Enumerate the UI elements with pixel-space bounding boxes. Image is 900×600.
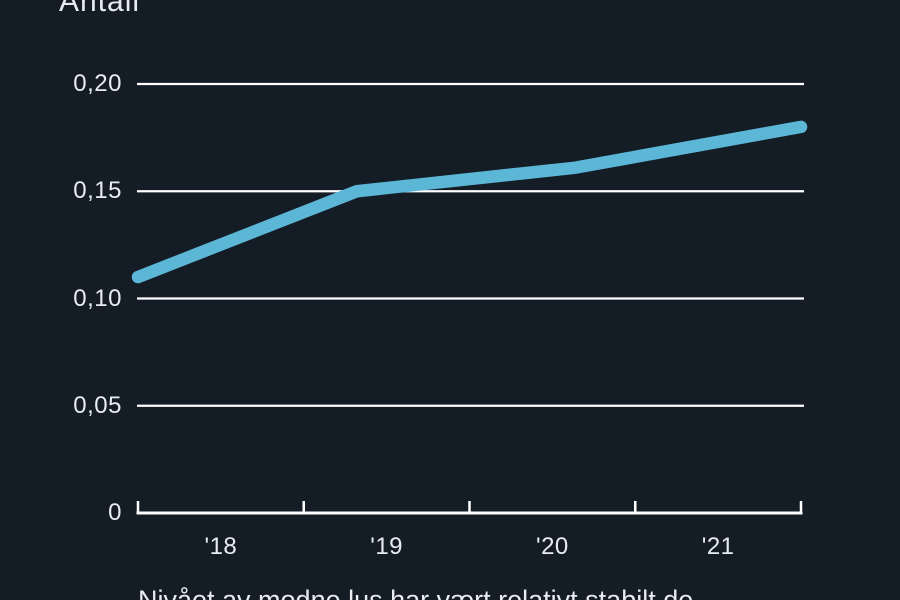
x-axis-tick-label: '18: [204, 533, 238, 560]
y-axis-tick-label: 0: [108, 499, 122, 526]
caption-text: Nivået av modne lus har vært relativt st…: [138, 585, 694, 600]
chart-title: Antall: [59, 0, 141, 18]
data-line-series: [131, 120, 808, 284]
x-axis-tick-label: '20: [535, 533, 569, 560]
y-axis-tick-label: 0,10: [73, 284, 122, 312]
x-axis-tick-label: '21: [701, 533, 735, 560]
x-axis-tick-label: '19: [370, 533, 404, 560]
y-axis-tick-label: 0,05: [73, 391, 122, 419]
y-axis-tick-label: 0,20: [73, 70, 122, 97]
y-axis-tick-label: 0,15: [73, 177, 122, 205]
